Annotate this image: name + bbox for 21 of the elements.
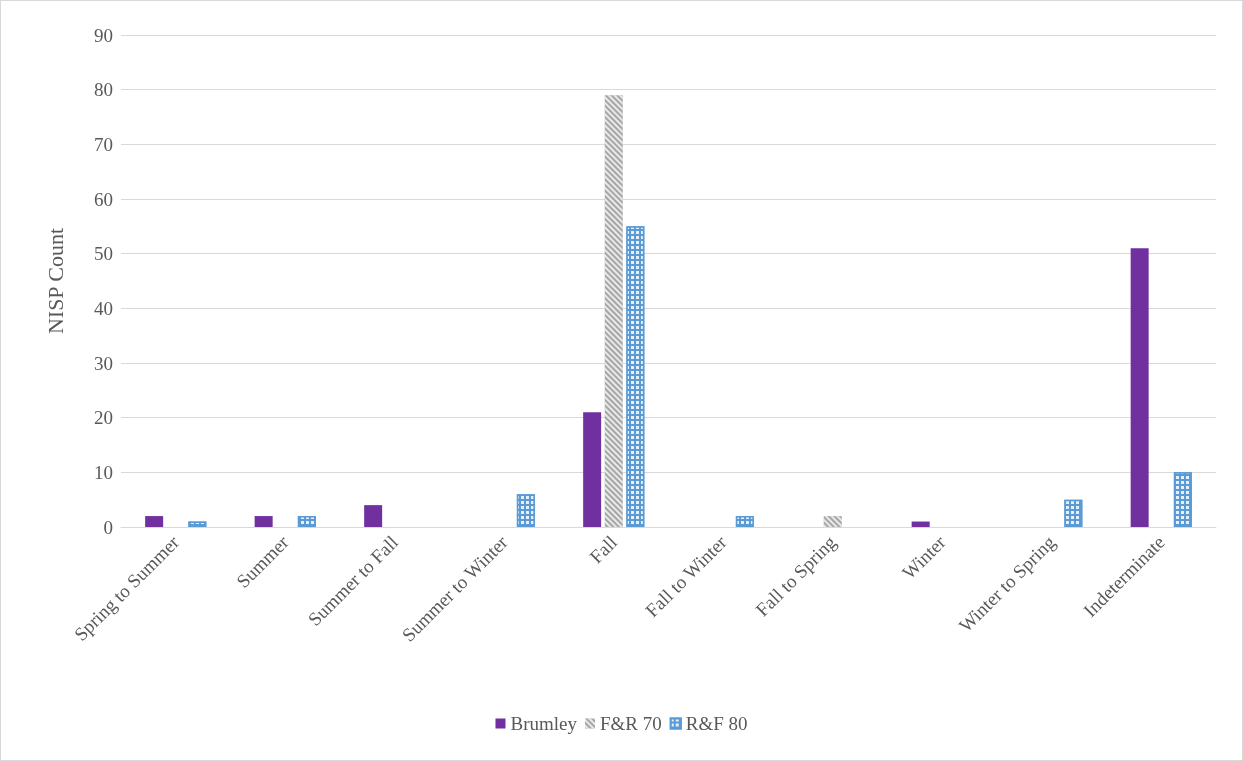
y-axis-title: NISP Count bbox=[42, 227, 68, 335]
bar bbox=[145, 516, 164, 527]
bar bbox=[254, 516, 273, 527]
bar bbox=[911, 521, 930, 527]
y-tick-label: 20 bbox=[94, 407, 113, 429]
bar bbox=[583, 412, 602, 527]
y-tick-label: 0 bbox=[103, 516, 113, 538]
y-tick-label: 30 bbox=[94, 352, 113, 374]
legend-label: R&F 80 bbox=[685, 713, 748, 734]
y-tick-label: 90 bbox=[94, 24, 113, 46]
y-tick-label: 40 bbox=[94, 297, 113, 319]
y-tick-label: 70 bbox=[94, 133, 113, 155]
x-tick-label: Fall bbox=[585, 531, 622, 568]
y-tick-label: 80 bbox=[94, 79, 113, 101]
legend-label: Brumley bbox=[510, 713, 578, 734]
y-tick-label: 10 bbox=[94, 461, 113, 483]
bar bbox=[1130, 248, 1149, 527]
y-tick-label: 60 bbox=[94, 188, 113, 210]
bar bbox=[364, 505, 383, 527]
y-tick-label: 50 bbox=[94, 243, 113, 265]
legend-label: F&R 70 bbox=[599, 713, 662, 734]
